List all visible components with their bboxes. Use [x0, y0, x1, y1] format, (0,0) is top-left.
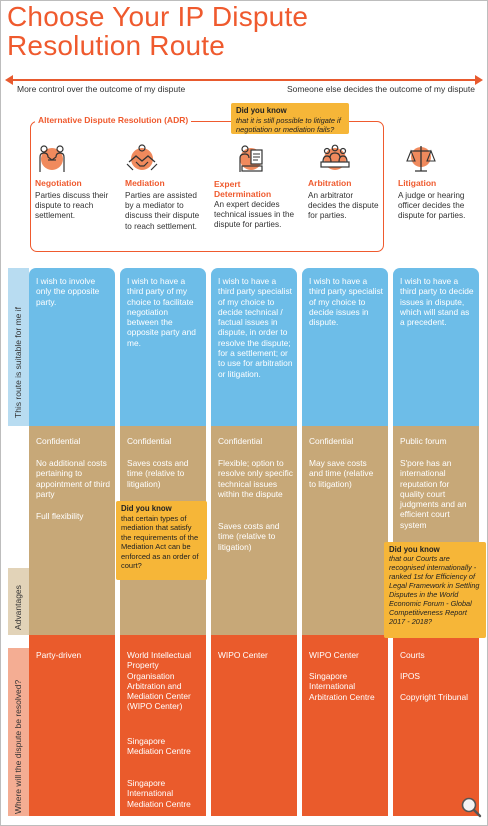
venue-item: Courts: [400, 650, 425, 660]
suitable-text: I wish to have a third party specialist …: [218, 276, 293, 379]
advantage-item: Confidential: [218, 436, 263, 446]
venue-item: Singapore Mediation Centre: [127, 736, 191, 757]
advantage-item: Saves costs and time (relative to litiga…: [218, 521, 280, 552]
row-label-advantages: Advantages: [13, 585, 23, 630]
route-description: Parties discuss their dispute to reach s…: [35, 191, 109, 221]
venue-item: World Intellectual Property Organisation…: [127, 650, 192, 712]
arbitration-panel-icon: [320, 144, 350, 170]
where-row-label-bg: [8, 648, 29, 816]
expert-document-icon: [239, 145, 263, 172]
advantage-item: Confidential: [309, 436, 354, 446]
advantage-item: Confidential: [127, 436, 172, 446]
advantage-item: No additional costs pertaining to appoin…: [36, 458, 111, 499]
column-mediation-suitable: [120, 268, 206, 426]
route-name: Litigation: [398, 178, 437, 188]
scales-of-justice-icon: [406, 146, 436, 172]
route-name: Mediation: [125, 178, 165, 188]
handshake-people-icon: [39, 145, 65, 172]
venue-item: WIPO Center: [309, 650, 359, 660]
suitable-text: I wish to have a third party of my choic…: [127, 276, 196, 348]
adr-label: Alternative Dispute Resolution (ADR): [35, 115, 192, 125]
column-arbitration-suitable: [302, 268, 388, 426]
column-litigation-venues: [393, 635, 479, 816]
advantage-item: Saves costs and time (relative to litiga…: [127, 458, 189, 489]
did-you-know-courts-callout: Did you know that our Courts are recogni…: [384, 542, 486, 638]
venue-item: WIPO Center: [218, 650, 268, 660]
column-expert-venues: [211, 635, 297, 816]
column-negotiation-suitable: [29, 268, 115, 426]
advantage-item: Public forum: [400, 436, 447, 446]
zoom-magnifier-icon[interactable]: [460, 796, 482, 818]
route-description: An expert decides technical issues in th…: [214, 200, 295, 230]
column-arbitration-advantages: [302, 426, 388, 635]
title-line-2: Resolution Route: [7, 30, 225, 61]
suitable-row-label-bg: [8, 268, 29, 426]
route-description: Parties are assisted by a mediator to di…: [125, 191, 200, 231]
venue-item: Singapore International Mediation Centre: [127, 778, 191, 809]
suitable-text: I wish to have a third party to decide i…: [400, 276, 474, 328]
column-expert-suitable: [211, 268, 297, 426]
column-mediation-venues: [120, 635, 206, 816]
callout-heading: Did you know: [389, 545, 440, 554]
title-line-1: Choose Your IP Dispute: [7, 1, 309, 32]
suitable-text: I wish to involve only the opposite part…: [36, 276, 100, 307]
suitable-text: I wish to have a third party specialist …: [309, 276, 384, 328]
spectrum-right-label: Someone else decides the outcome of my d…: [286, 84, 475, 94]
advantage-item: Full flexibility: [36, 511, 84, 521]
callout-text: that certain types of mediation that sat…: [121, 513, 199, 571]
callout-heading: Did you know: [121, 504, 172, 513]
arrow-left-icon: [5, 75, 13, 85]
advantage-item: Confidential: [36, 436, 81, 446]
column-arbitration-venues: [302, 635, 388, 816]
advantage-item: Flexible; option to resolve only specifi…: [218, 458, 293, 499]
route-description: An arbitrator decides the dispute for pa…: [308, 191, 379, 221]
route-description: A judge or hearing officer decides the d…: [398, 191, 466, 221]
column-litigation-suitable: [393, 268, 479, 426]
route-name: Expert Determination: [214, 179, 272, 199]
venue-item: Copyright Tribunal: [400, 692, 468, 702]
venue-item: IPOS: [400, 671, 421, 681]
route-name: Negotiation: [35, 178, 82, 188]
row-label-suitable: This route is suitable for me if: [13, 306, 23, 418]
page-title: Choose Your IP Dispute Resolution Route: [7, 2, 477, 60]
mediator-handshake-icon: [126, 144, 158, 171]
callout-text: that it is still possible to litigate if…: [236, 115, 341, 135]
advantages-row-label-bg: [8, 568, 29, 635]
callout-heading: Did you know: [236, 106, 287, 115]
venue-item: Party-driven: [36, 650, 82, 660]
column-negotiation-advantages: [29, 426, 115, 635]
column-expert-advantages: [211, 426, 297, 635]
spectrum-left-label: More control over the outcome of my disp…: [17, 84, 186, 94]
advantage-item: S'pore has an international reputation f…: [400, 458, 467, 530]
column-negotiation-venues: [29, 635, 115, 816]
spectrum-arrow: [10, 79, 478, 81]
advantage-item: May save costs and time (relative to lit…: [309, 458, 374, 489]
row-label-where: Where will the dispute be resolved?: [13, 679, 23, 814]
route-name: Arbitration: [308, 178, 352, 188]
callout-text: that our Courts are recognised internati…: [389, 554, 480, 626]
venue-item: Singapore International Arbitration Cent…: [309, 671, 375, 702]
did-you-know-mediation-callout: Did you know that certain types of media…: [116, 501, 207, 580]
arrow-right-icon: [475, 75, 483, 85]
did-you-know-litigate-callout: Did you know that it is still possible t…: [231, 103, 349, 134]
adr-group-box: [30, 121, 384, 252]
